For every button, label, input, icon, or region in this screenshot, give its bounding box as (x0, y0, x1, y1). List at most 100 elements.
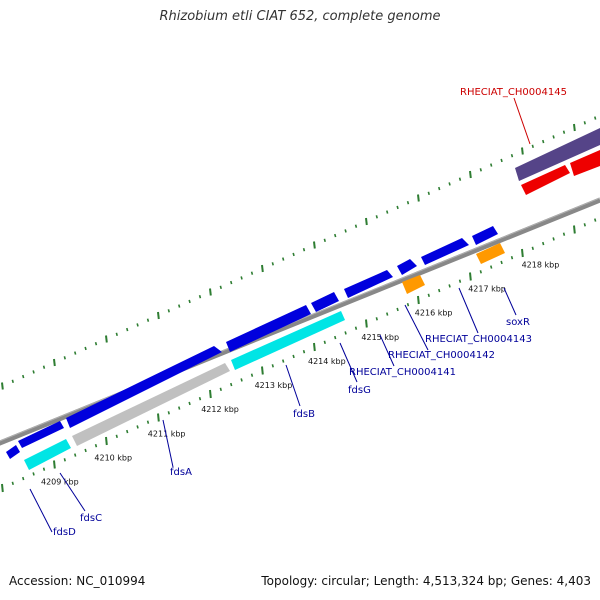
gene-gray-fds[interactable] (72, 363, 230, 446)
leader-fdsB (285, 364, 301, 407)
inner-ring-minor-tick (583, 223, 586, 227)
leader-fdsA (162, 419, 174, 468)
outer-ring-major-tick (573, 123, 576, 132)
inner-ring-minor-tick (386, 312, 389, 316)
gene-cyan-fdsB[interactable] (231, 311, 345, 370)
outer-ring-minor-tick (167, 309, 170, 313)
scale-label-4216: 4216 kbp (415, 309, 453, 318)
outer-ring-minor-tick (250, 271, 254, 275)
outer-ring-minor-tick (198, 294, 202, 299)
outer-ring-minor-tick (375, 215, 378, 219)
outer-ring-minor-tick (458, 177, 462, 181)
outer-tick-ring (1, 116, 597, 390)
outer-ring-minor-tick (146, 318, 150, 322)
gene-fdsA-arrow[interactable] (66, 346, 222, 428)
inner-ring-minor-tick (510, 255, 514, 260)
inner-ring-major-tick (313, 342, 316, 352)
outer-ring-minor-tick (115, 332, 118, 337)
gene-orange-1[interactable] (402, 275, 425, 294)
forward-strand-genes (6, 226, 498, 459)
outer-ring-minor-tick (94, 341, 98, 346)
outer-ring-minor-tick (594, 116, 597, 120)
gene-cyan-left[interactable] (24, 439, 71, 470)
outer-ring-minor-tick (219, 285, 222, 290)
outer-ring-minor-tick (438, 186, 441, 191)
gene-fdsB-arrow[interactable] (226, 305, 311, 352)
gene-fdsG-arrow[interactable] (311, 292, 339, 312)
reverse-strand-genes (24, 243, 505, 470)
inner-ring-major-tick (365, 319, 368, 328)
outer-ring-minor-tick (63, 356, 66, 360)
inner-ring-minor-tick (562, 232, 566, 236)
outer-ring-minor-tick (479, 168, 482, 172)
outer-ring-major-tick (313, 241, 316, 249)
outer-ring-minor-tick (84, 346, 87, 351)
gene-soxR-arrow[interactable] (472, 226, 498, 245)
gene-RHECIAT_CH0004141-arrow[interactable] (344, 270, 393, 298)
gene-orange-2[interactable] (476, 243, 505, 264)
outer-ring-minor-tick (178, 304, 181, 308)
gene-label-fdsC[interactable]: fdsC (80, 513, 102, 524)
gene-label-fdsG[interactable]: fdsG (348, 385, 371, 396)
gene-RHECIAT_CH0004142-arrow[interactable] (397, 259, 417, 275)
inner-ring-minor-tick (448, 284, 451, 288)
inner-ring-major-tick (105, 436, 108, 446)
outer-ring-major-tick (521, 147, 524, 155)
outer-ring-minor-tick (386, 210, 389, 214)
scale-label-4212: 4212 kbp (201, 405, 239, 414)
outer-ring-minor-tick (334, 233, 337, 238)
inner-ring-minor-tick (302, 349, 306, 354)
outer-ring-minor-tick (32, 370, 35, 374)
gene-RHECIAT_CH0004145-slate[interactable] (515, 128, 600, 181)
inner-ring-minor-tick (292, 354, 295, 359)
outer-ring-minor-tick (302, 247, 306, 252)
gene-RHECIAT_CH0004145-red[interactable] (521, 165, 570, 195)
inner-ring-minor-tick (84, 448, 87, 453)
scale-label-4210: 4210 kbp (94, 454, 132, 463)
gene-RHECIAT_CH0004143-arrow[interactable] (421, 238, 469, 265)
outer-ring-minor-tick (531, 144, 534, 149)
outer-ring-minor-tick (22, 374, 25, 379)
inner-ring-major-tick (157, 413, 160, 422)
inner-ring-minor-tick (500, 260, 503, 265)
gene-fdsC-arrow[interactable] (18, 421, 64, 448)
inner-ring-minor-tick (11, 481, 14, 486)
gene-label-RHECIAT_CH0004143[interactable]: RHECIAT_CH0004143 (425, 334, 532, 345)
gene-label-fdsD[interactable]: fdsD (53, 527, 76, 538)
gene-label-RHECIAT_CH0004145[interactable]: RHECIAT_CH0004145 (460, 87, 567, 98)
outer-ring-minor-tick (500, 158, 503, 163)
inner-ring-minor-tick (188, 401, 191, 406)
inner-ring-minor-tick (458, 279, 462, 283)
leader-RHECIAT_CH0004143 (458, 287, 479, 334)
gene-label-RHECIAT_CH0004142[interactable]: RHECIAT_CH0004142 (388, 350, 495, 361)
inner-ring-minor-tick (146, 420, 150, 424)
gene-label-fdsA[interactable]: fdsA (170, 467, 192, 478)
inner-ring-minor-tick (334, 335, 337, 340)
inner-ring-major-tick (573, 225, 576, 234)
outer-ring-minor-tick (240, 276, 243, 280)
outer-ring-minor-tick (510, 153, 514, 158)
outer-ring-minor-tick (136, 323, 139, 327)
outer-ring-minor-tick (448, 182, 451, 186)
gene-label-soxR[interactable]: soxR (506, 317, 530, 328)
outer-ring-major-tick (53, 358, 56, 367)
inner-ring-major-tick (417, 295, 420, 305)
gene-label-RHECIAT_CH0004141[interactable]: RHECIAT_CH0004141 (349, 367, 456, 378)
inner-ring-minor-tick (354, 326, 358, 330)
outer-ring-minor-tick (344, 229, 347, 233)
inner-ring-major-tick (261, 366, 264, 375)
leader-RHECIAT_CH0004141 (379, 334, 395, 367)
leader-soxR (503, 287, 517, 316)
gene-fdsD-arrow[interactable] (6, 445, 20, 459)
inner-ring-minor-tick (479, 270, 482, 274)
leader-RHECIAT_CH0004145 (513, 97, 531, 145)
inner-ring-major-tick (209, 389, 212, 399)
inner-ring-major-tick (1, 483, 4, 493)
gene-label-fdsB[interactable]: fdsB (293, 409, 315, 420)
outer-ring-minor-tick (11, 379, 14, 384)
outer-ring-minor-tick (188, 299, 191, 304)
inner-ring-minor-tick (32, 472, 35, 476)
inner-ring-minor-tick (63, 458, 66, 462)
inner-tick-ring (1, 218, 597, 493)
gene-red-2[interactable] (570, 150, 600, 176)
